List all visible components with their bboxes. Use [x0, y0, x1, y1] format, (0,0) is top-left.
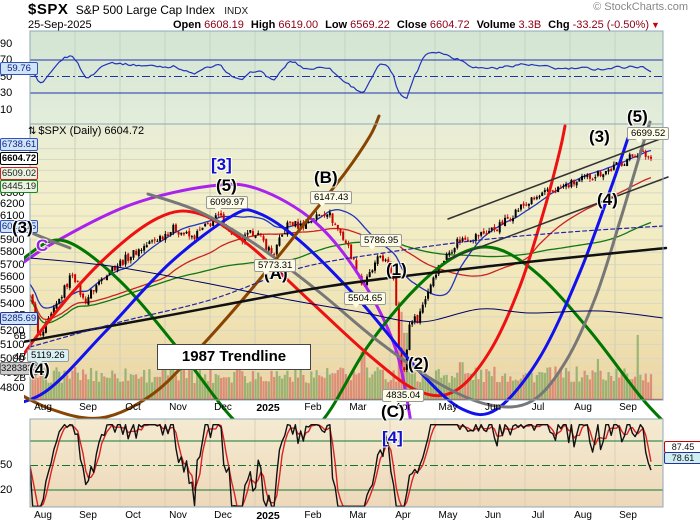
channel-lower: [447, 176, 669, 260]
long-ma-line: [29, 257, 664, 323]
channel-upper: [447, 135, 669, 220]
trendline-1987: [24, 246, 668, 343]
brown-cycle: [24, 114, 381, 419]
gray-cycle: [146, 120, 652, 409]
purple-cycle: [24, 182, 412, 419]
red-cycle: [24, 124, 567, 398]
